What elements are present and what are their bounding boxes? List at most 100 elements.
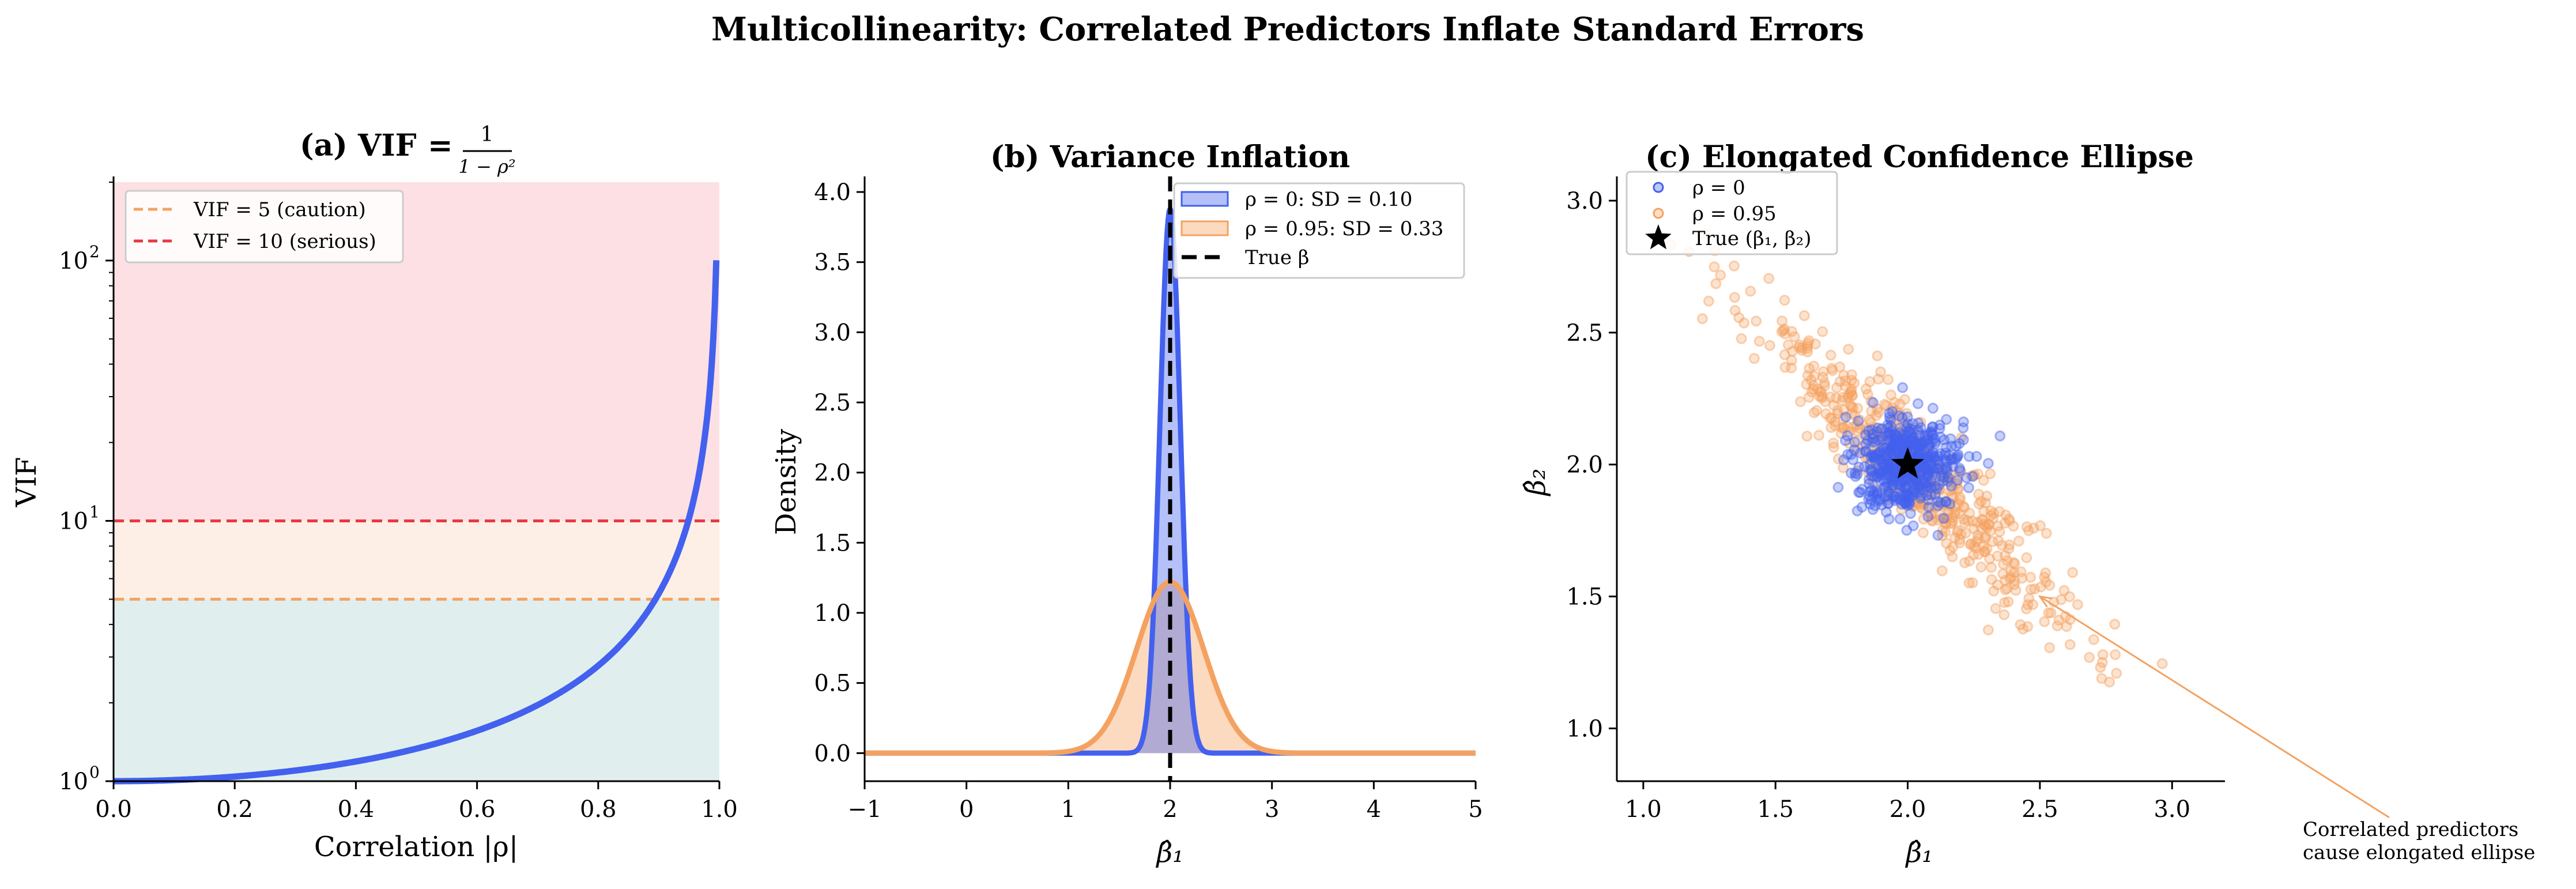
c-sample-point bbox=[1891, 493, 1902, 504]
c-sample-point bbox=[1824, 412, 1836, 424]
c-sample-point bbox=[2000, 509, 2012, 521]
c-sample-point bbox=[1913, 442, 1925, 453]
c-sample-point bbox=[2067, 567, 2079, 578]
c-sample-point bbox=[1936, 565, 1948, 577]
c-sample-point bbox=[1866, 436, 1878, 448]
c-sample-point bbox=[1891, 405, 1902, 417]
c-sample-point bbox=[1963, 482, 1974, 494]
c-sample-point bbox=[1947, 461, 1959, 472]
c-sample-point bbox=[1867, 450, 1879, 462]
c-sample-point bbox=[1929, 433, 1940, 444]
c-sample-point bbox=[1887, 480, 1899, 491]
c-sample-point bbox=[1917, 474, 1928, 485]
c-sample-point bbox=[1827, 365, 1838, 376]
c-sample-point bbox=[2029, 583, 2041, 594]
c-sample-point bbox=[1896, 503, 1907, 515]
c-sample-point bbox=[1845, 400, 1857, 411]
c-sample-point bbox=[1864, 458, 1876, 470]
c-sample-point bbox=[1817, 371, 1829, 383]
c-sample-point bbox=[1838, 462, 1849, 473]
c-sample-point bbox=[1949, 532, 1960, 544]
c-sample-point bbox=[1874, 454, 1885, 465]
c-sample-point bbox=[1908, 435, 1919, 446]
c-annotation-line1: Correlated predictors bbox=[2303, 818, 2518, 841]
c-sample-point bbox=[1786, 362, 1797, 374]
c-sample-point bbox=[1738, 317, 1750, 329]
c-sample-point bbox=[1952, 526, 1963, 538]
c-sample-point bbox=[1899, 419, 1911, 430]
c-sample-point bbox=[1922, 454, 1934, 466]
c-sample-point bbox=[1959, 557, 1970, 568]
c-sample-point bbox=[1803, 391, 1815, 403]
c-sample-point bbox=[1889, 474, 1900, 485]
c-sample-point bbox=[2023, 593, 2035, 604]
c-sample-point bbox=[1894, 428, 1905, 439]
c-sample-point bbox=[2111, 668, 2122, 679]
x-tick-label: 1 bbox=[1061, 796, 1076, 823]
c-sample-point bbox=[1926, 508, 1937, 519]
c-sample-point bbox=[2009, 579, 2020, 590]
c-sample-point bbox=[1875, 443, 1886, 454]
c-sample-point bbox=[1861, 429, 1872, 440]
c-sample-point bbox=[1944, 498, 1956, 510]
c-sample-point bbox=[2045, 607, 2057, 619]
c-sample-point bbox=[1928, 451, 1940, 462]
c-sample-point bbox=[1902, 489, 1914, 501]
c-sample-point bbox=[1900, 492, 1911, 504]
c-sample-point bbox=[1910, 496, 1922, 508]
c-sample-point bbox=[1914, 480, 1926, 491]
c-sample-point bbox=[1853, 487, 1865, 498]
c-sample-point bbox=[1894, 436, 1906, 447]
c-sample-point bbox=[1880, 430, 1891, 441]
c-sample-point bbox=[1893, 482, 1904, 494]
c-sample-point bbox=[1876, 435, 1887, 446]
c-sample-point bbox=[1913, 440, 1925, 451]
c-sample-point bbox=[1951, 452, 1963, 464]
y-tick-exponent: 0 bbox=[89, 763, 100, 782]
c-sample-point bbox=[1885, 470, 1896, 482]
c-sample-point bbox=[1779, 328, 1791, 340]
c-sample-point bbox=[1745, 285, 1756, 297]
c-sample-point bbox=[1889, 397, 1900, 408]
x-tick-label: 1.5 bbox=[1757, 796, 1794, 823]
c-sample-point bbox=[1889, 433, 1901, 444]
c-sample-point bbox=[1875, 493, 1886, 504]
y-tick-label: 1.5 bbox=[814, 530, 851, 556]
c-sample-point bbox=[1918, 496, 1929, 508]
c-sample-point bbox=[1879, 398, 1890, 410]
c-sample-point bbox=[1938, 471, 1950, 483]
c-sample-point bbox=[2028, 522, 2039, 534]
c-sample-point bbox=[1930, 501, 1941, 513]
c-title: (c) Elongated Confidence Ellipse bbox=[1645, 140, 2194, 175]
c-sample-point bbox=[1836, 422, 1847, 434]
c-sample-point bbox=[1820, 408, 1832, 420]
c-sample-point bbox=[1849, 409, 1861, 421]
c-sample-point bbox=[1881, 442, 1892, 453]
c-sample-point bbox=[1912, 438, 1923, 449]
c-sample-point bbox=[1828, 442, 1839, 453]
c-sample-point bbox=[2040, 567, 2051, 579]
c-sample-point bbox=[1866, 470, 1877, 482]
c-sample-point bbox=[1883, 491, 1894, 502]
c-xlabel: β̂₁ bbox=[1905, 837, 1933, 869]
c-sample-point bbox=[1913, 427, 1925, 438]
c-sample-point bbox=[1843, 344, 1854, 355]
c-sample-point bbox=[1869, 436, 1880, 447]
c-legend-rho095-swatch bbox=[1653, 208, 1664, 219]
y-tick-label: 10 bbox=[59, 248, 88, 274]
c-sample-point bbox=[1838, 422, 1849, 434]
a-legend: VIF = 5 (caution) VIF = 10 (serious) bbox=[125, 190, 404, 263]
c-sample-point bbox=[2002, 596, 2014, 608]
c-sample-point bbox=[1940, 447, 1951, 459]
c-sample-point bbox=[1883, 422, 1894, 434]
b-legend: ρ = 0: SD = 0.10 ρ = 0.95: SD = 0.33 Tru… bbox=[1173, 182, 1465, 279]
c-sample-point bbox=[1893, 493, 1904, 504]
c-sample-point bbox=[1979, 546, 1991, 557]
c-sample-point bbox=[1873, 494, 1884, 506]
c-sample-point bbox=[1836, 395, 1848, 406]
c-sample-point bbox=[1987, 513, 1999, 524]
c-sample-point bbox=[1883, 461, 1894, 473]
c-sample-point bbox=[1987, 536, 1998, 547]
c-sample-point bbox=[1901, 525, 1913, 536]
c-sample-point bbox=[1968, 540, 1979, 552]
